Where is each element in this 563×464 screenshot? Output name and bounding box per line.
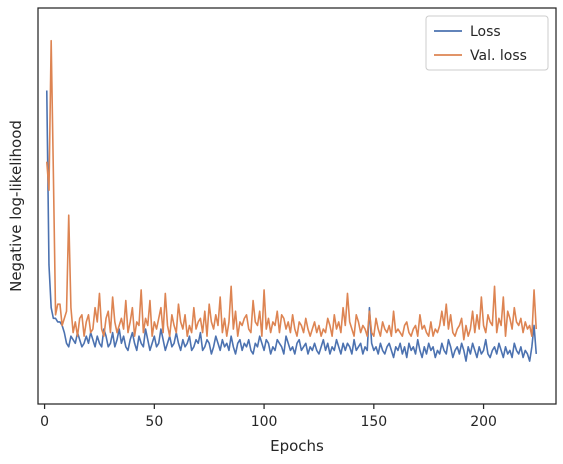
x-axis-ticks: 0 50 100 150 200 xyxy=(40,404,497,430)
legend-box xyxy=(425,15,549,71)
legend-label-loss: Loss xyxy=(470,24,501,40)
plot-frame xyxy=(37,7,557,405)
series-line-loss xyxy=(45,90,538,362)
legend[interactable]: Loss Val. loss xyxy=(425,15,549,71)
series-line-val-loss xyxy=(45,39,538,341)
x-tick-label: 150 xyxy=(360,414,387,430)
y-axis-label: Negative log-likelihood xyxy=(7,120,25,292)
series-layer xyxy=(45,39,538,362)
x-tick-label: 100 xyxy=(251,414,278,430)
legend-label-val-loss: Val. loss xyxy=(470,48,527,64)
x-tick-label: 50 xyxy=(145,414,163,430)
x-axis-label: Epochs xyxy=(270,437,324,455)
x-tick-label: 200 xyxy=(470,414,497,430)
x-tick-label: 0 xyxy=(40,414,49,430)
